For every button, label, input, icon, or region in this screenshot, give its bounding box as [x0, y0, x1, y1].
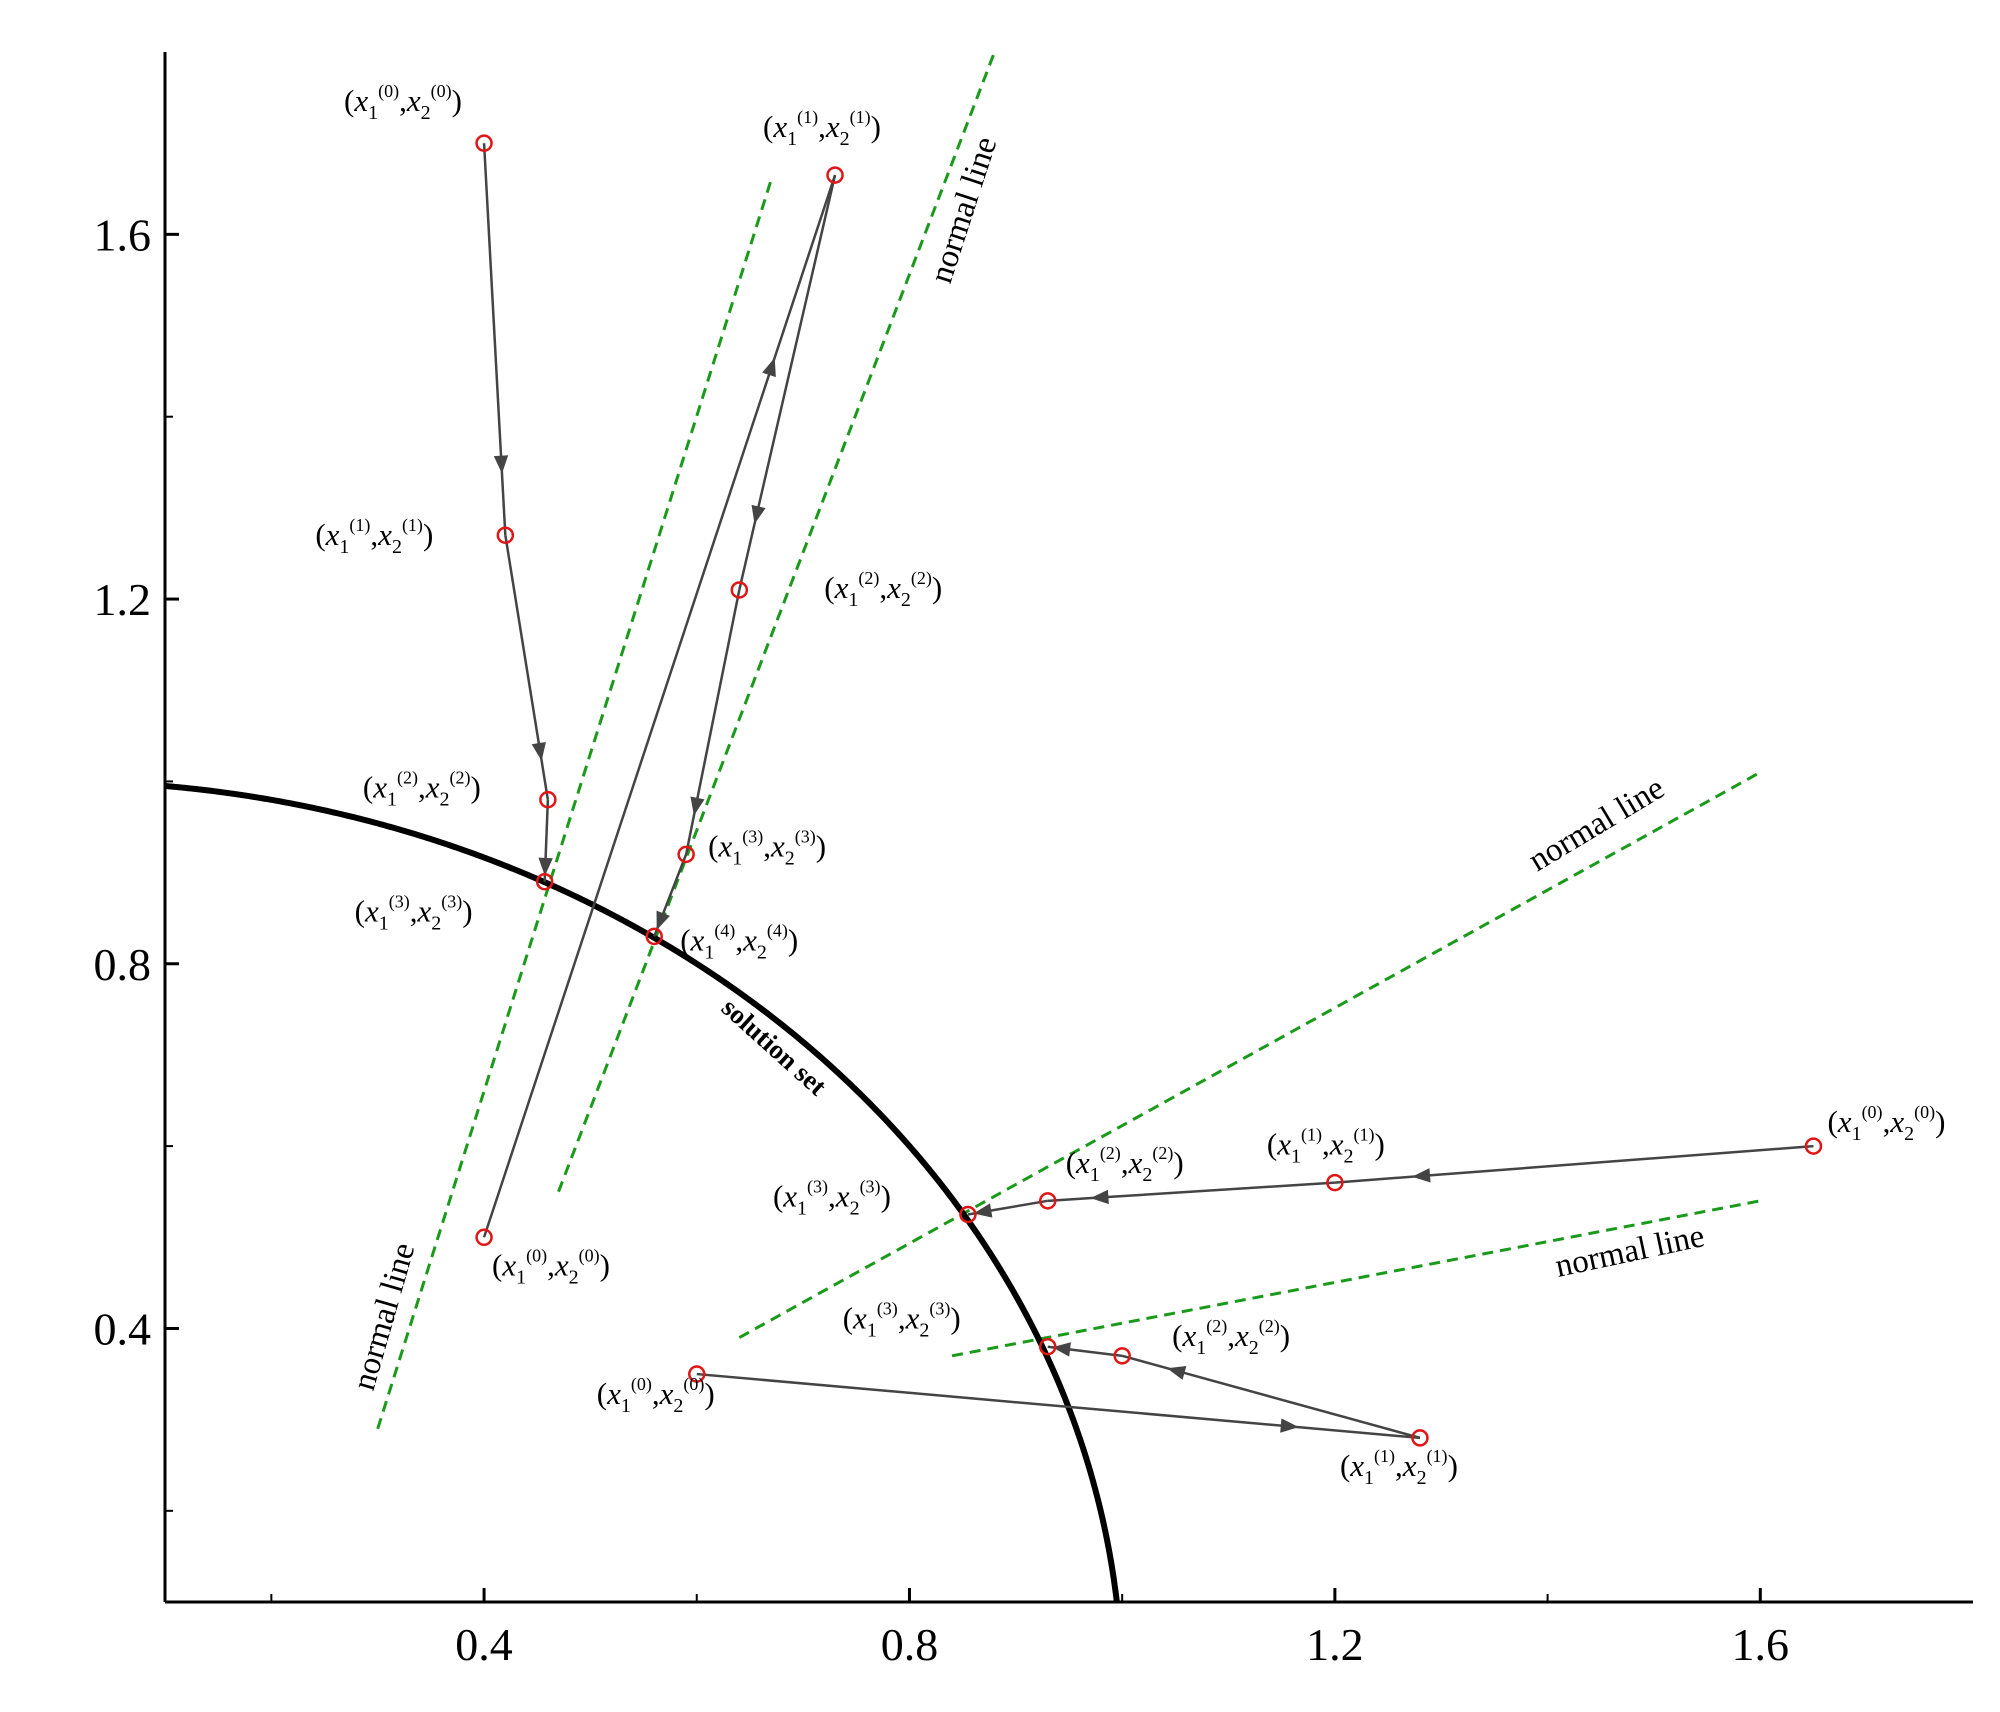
iteration-point-2-0 — [475, 1228, 493, 1247]
iteration-point-1-2 — [539, 790, 557, 809]
y-tick-label: 1.2 — [94, 574, 152, 625]
iteration-point-2-1 — [826, 166, 844, 184]
solution-set-arc — [164, 782, 1120, 1603]
point-labels: (x1(0),x2(0)) (x1(1),x2(1)) (x1(2),x2(2)) (… — [315, 81, 1945, 1489]
point-label: (x1(1),x2(1)) — [763, 107, 881, 150]
iteration-step-2-4 — [653, 853, 688, 937]
iteration-point-4-0 — [688, 1365, 706, 1383]
iteration-step-3-3 — [967, 1199, 1048, 1218]
point-label: (x1(4),x2(4)) — [680, 920, 798, 963]
axes — [163, 52, 1973, 1604]
point-label: (x1(3),x2(3)) — [355, 892, 473, 935]
point-label: (x1(2),x2(2)) — [1172, 1316, 1290, 1359]
iteration-point-1-0 — [475, 134, 493, 152]
iteration-step-3-2 — [1047, 1181, 1335, 1205]
point-label: (x1(1),x2(1)) — [1340, 1446, 1458, 1489]
iteration-point-3-1 — [1326, 1173, 1344, 1192]
point-label: (x1(3),x2(3)) — [708, 826, 826, 869]
point-label: (x1(3),x2(3)) — [843, 1299, 961, 1342]
normal-line-4 — [951, 1199, 1761, 1358]
iteration-point-4-1 — [1411, 1429, 1429, 1447]
iteration-step-1-3 — [538, 799, 553, 882]
x-tick-label: 0.4 — [455, 1619, 513, 1670]
iteration-step-1-2 — [504, 535, 550, 800]
normal-line-label-1: normal line — [346, 1239, 422, 1394]
normal-line-label-4: normal line — [1552, 1218, 1707, 1285]
normal-line-2 — [557, 51, 996, 1193]
iteration-point-2-2 — [730, 581, 749, 599]
iteration-point-3-2 — [1038, 1192, 1057, 1210]
point-label: (x1(0),x2(0)) — [492, 1245, 610, 1288]
x-tick-label: 1.2 — [1306, 1619, 1364, 1670]
solution-set — [164, 782, 1120, 1603]
iteration-point-1-3 — [535, 872, 554, 891]
iteration-paths — [482, 143, 1814, 1440]
iteration-step-2-3 — [684, 589, 741, 855]
iteration-points — [475, 134, 1823, 1447]
iteration-point-3-0 — [1804, 1137, 1823, 1155]
iteration-point-2-3 — [677, 845, 695, 864]
normal-lines — [376, 51, 1762, 1430]
x-tick-label: 0.8 — [881, 1619, 939, 1670]
iteration-step-4-2 — [1121, 1354, 1421, 1440]
iteration-step-3-1 — [1334, 1144, 1814, 1184]
point-label: (x1(2),x2(2)) — [1066, 1143, 1184, 1186]
iteration-point-2-4 — [645, 927, 663, 946]
y-tick-label: 0.8 — [94, 939, 152, 990]
point-label: (x1(0),x2(0)) — [1827, 1102, 1945, 1145]
normal-line-3 — [738, 770, 1762, 1339]
solution-set-label: solution set — [716, 992, 833, 1101]
normal-line-1 — [376, 179, 773, 1430]
iteration-step-1-1 — [482, 143, 509, 536]
iteration-point-1-1 — [496, 526, 515, 544]
iteration-point-3-3 — [959, 1205, 977, 1224]
iteration-step-4-3 — [1047, 1342, 1123, 1358]
iteration-point-4-3 — [1038, 1337, 1057, 1356]
iteration-step-2-1 — [482, 174, 837, 1238]
point-label: (x1(0),x2(0)) — [344, 81, 462, 124]
y-tick-label: 1.6 — [94, 209, 152, 260]
x-tick-label: 1.6 — [1732, 1619, 1790, 1670]
ticks: 0.4 0.8 1.2 1.6 0.4 0.8 1.2 1.6 — [94, 209, 1790, 1670]
point-label: (x1(3),x2(3)) — [773, 1177, 891, 1220]
point-label: (x1(1),x2(1)) — [1267, 1125, 1385, 1168]
point-label: (x1(2),x2(2)) — [824, 568, 942, 611]
point-label: (x1(1),x2(1)) — [315, 515, 433, 558]
point-label: (x1(2),x2(2)) — [363, 768, 481, 811]
point-label: (x1(0),x2(0)) — [597, 1374, 715, 1417]
iteration-step-4-1 — [696, 1372, 1421, 1440]
iteration-point-4-2 — [1113, 1347, 1131, 1365]
iteration-step-2-2 — [738, 174, 837, 591]
y-tick-label: 0.4 — [94, 1303, 152, 1354]
